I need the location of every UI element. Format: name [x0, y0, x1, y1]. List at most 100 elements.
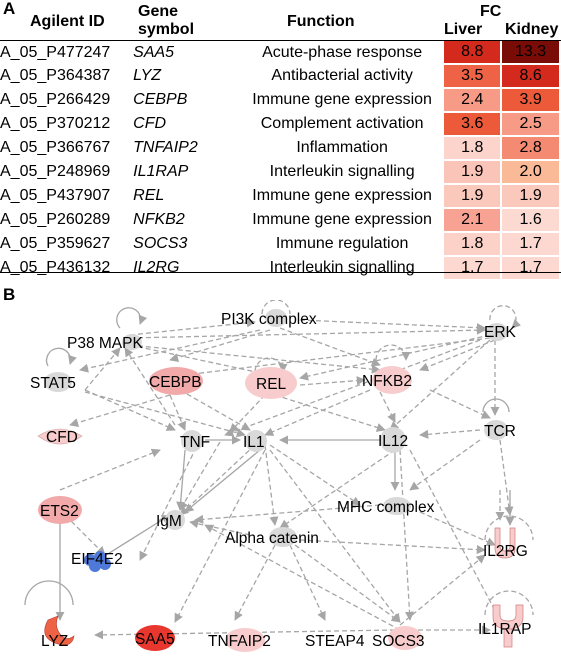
cell-fc-liver: 1.9 [444, 160, 503, 185]
node-shape-stat5 [44, 372, 72, 392]
node-shape-p38-mapk [122, 334, 142, 350]
cell-agilent-id: A_05_P436132 [0, 259, 111, 276]
node-label-steap4: STEAP4 [305, 633, 365, 650]
cell-spacer [432, 232, 444, 256]
cell-function: Immune gene expression [252, 91, 432, 108]
header-function: Function [287, 13, 355, 30]
cell-gene-symbol: REL [133, 187, 165, 204]
node-shape-ets2 [38, 496, 82, 524]
cell-gene-symbol: SOCS3 [133, 235, 188, 252]
cell-fc-kidney: 2.8 [501, 136, 561, 161]
cell-agilent-id: A_05_P266429 [0, 91, 111, 108]
node-label-p38-mapk: P38 MAPK [67, 335, 143, 352]
cell-gene-symbol: TNFAIP2 [133, 139, 198, 156]
node-label-mhc-complex: MHC complex [337, 499, 435, 516]
node-label-tnfaip2: TNFAIP2 [208, 633, 271, 650]
cell-fc-kidney: 1.6 [501, 208, 561, 233]
cell-gene-symbol: SAA5 [133, 43, 175, 61]
node-shape-lyz [44, 615, 75, 646]
node-shape-pi3k-complex [265, 309, 287, 327]
cell-fc-kidney: 1.7 [501, 232, 561, 257]
node-label-cebpb: CEBPB [149, 374, 202, 391]
table-row: A_05_P366767 TNFAIP2 Inflammation 1.8 2.8 [0, 136, 561, 161]
node-label-nfkb2: NFKB2 [362, 373, 412, 390]
node-shape-il1rap [492, 604, 524, 648]
cell-function: Interleukin signalling [269, 259, 415, 276]
cell-spacer [432, 256, 444, 280]
node-shape-tnf [181, 430, 203, 452]
gene-table: A_05_P477247 SAA5 Acute-phase response 8.8 1… [0, 41, 561, 281]
cell-fc-kidney: 13.3 [501, 41, 561, 65]
cell-agilent-id: A_05_P359627 [0, 235, 111, 252]
node-shape-mhc-complex [383, 497, 411, 515]
header-fc: FC [480, 3, 502, 20]
cell-fc-liver: 1.8 [444, 136, 503, 161]
node-label-il1: IL1 [243, 434, 265, 451]
cell-fc-liver: 8.8 [444, 41, 503, 65]
cell-spacer [432, 184, 444, 208]
cell-fc-kidney: 2.0 [501, 160, 561, 185]
header-agilent-id: Agilent ID [30, 13, 105, 30]
node-shape-nfkb2 [372, 366, 412, 394]
panel-b-letter: B [3, 285, 16, 304]
node-shape-il12 [380, 427, 406, 453]
node-label-il12: IL12 [378, 433, 408, 450]
network-nodes [37, 309, 524, 652]
node-label-pi3k-complex: PI3K complex [221, 311, 317, 328]
table-row: A_05_P364387 LYZ Antibacterial activity 3.5… [0, 64, 561, 89]
node-shape-saa5 [135, 625, 175, 651]
node-shape-socs3 [388, 626, 422, 650]
node-shape-erk [486, 323, 508, 341]
node-label-tnf: TNF [180, 434, 210, 451]
header-gene-symbol-line2: symbol [138, 21, 195, 38]
header-liver: Liver [444, 21, 483, 38]
table-row: A_05_P477247 SAA5 Acute-phase response 8.8 1… [0, 41, 561, 65]
cell-function: Inflammation [296, 139, 388, 156]
cell-spacer [432, 160, 444, 184]
cell-agilent-id: A_05_P437907 [0, 187, 111, 204]
node-shape-il2rg [494, 527, 516, 559]
table-bottom-rule [0, 272, 561, 273]
node-shape-il1 [245, 430, 267, 452]
node-label-alpha-catenin: Alpha catenin [225, 530, 319, 547]
cell-fc-kidney: 8.6 [501, 64, 561, 89]
cell-gene-symbol: LYZ [133, 67, 162, 84]
node-label-il2rg: IL2RG [483, 543, 528, 560]
node-label-il1rap: IL1RAP [478, 621, 531, 638]
network-labels: P38 MAPK PI3K complex ERK STAT5 CEBPB RE… [30, 311, 531, 650]
cell-fc-liver: 2.4 [444, 88, 503, 113]
cell-function: Complement activation [260, 115, 424, 132]
node-label-socs3: SOCS3 [372, 633, 425, 650]
table-row: A_05_P436132 IL2RG Interleukin signalling 1… [0, 256, 561, 281]
gene-network-diagram: P38 MAPK PI3K complex ERK STAT5 CEBPB RE… [24, 300, 534, 652]
header-kidney: Kidney [505, 21, 559, 38]
cell-spacer [432, 208, 444, 232]
table-row: A_05_P266429 CEBPB Immune gene expression 2… [0, 88, 561, 113]
table-row: A_05_P260289 NFKB2 Immune gene expression 2… [0, 208, 561, 233]
node-label-stat5: STAT5 [30, 375, 76, 392]
cell-agilent-id: A_05_P370212 [0, 115, 111, 132]
cell-function: Immune gene expression [252, 211, 432, 228]
node-label-rel: REL [256, 376, 287, 393]
cell-spacer [432, 88, 444, 112]
table-row: A_05_P370212 CFD Complement activation 3.6 2… [0, 112, 561, 137]
cell-function: Acute-phase response [262, 43, 423, 61]
node-label-saa5: SAA5 [135, 631, 175, 648]
cell-fc-kidney: 1.7 [501, 256, 561, 281]
table-top-rule [0, 40, 561, 41]
cell-spacer [432, 41, 444, 64]
cell-agilent-id: A_05_P477247 [0, 43, 111, 61]
cell-fc-kidney: 2.5 [501, 112, 561, 137]
cell-agilent-id: A_05_P260289 [0, 211, 111, 228]
node-label-lyz: LYZ [41, 633, 68, 650]
table-row: A_05_P248969 IL1RAP Interleukin signalling… [0, 160, 561, 185]
cell-fc-liver: 1.9 [444, 184, 503, 209]
cell-function: Immune regulation [275, 235, 409, 252]
cell-agilent-id: A_05_P366767 [0, 139, 111, 156]
cell-gene-symbol: CFD [133, 115, 167, 132]
cell-gene-symbol: IL1RAP [133, 163, 189, 180]
node-label-eif4e2: EIF4E2 [71, 551, 123, 568]
panel-a-letter: A [3, 0, 16, 18]
node-label-erk: ERK [484, 324, 517, 341]
node-shape-igm [165, 510, 185, 530]
